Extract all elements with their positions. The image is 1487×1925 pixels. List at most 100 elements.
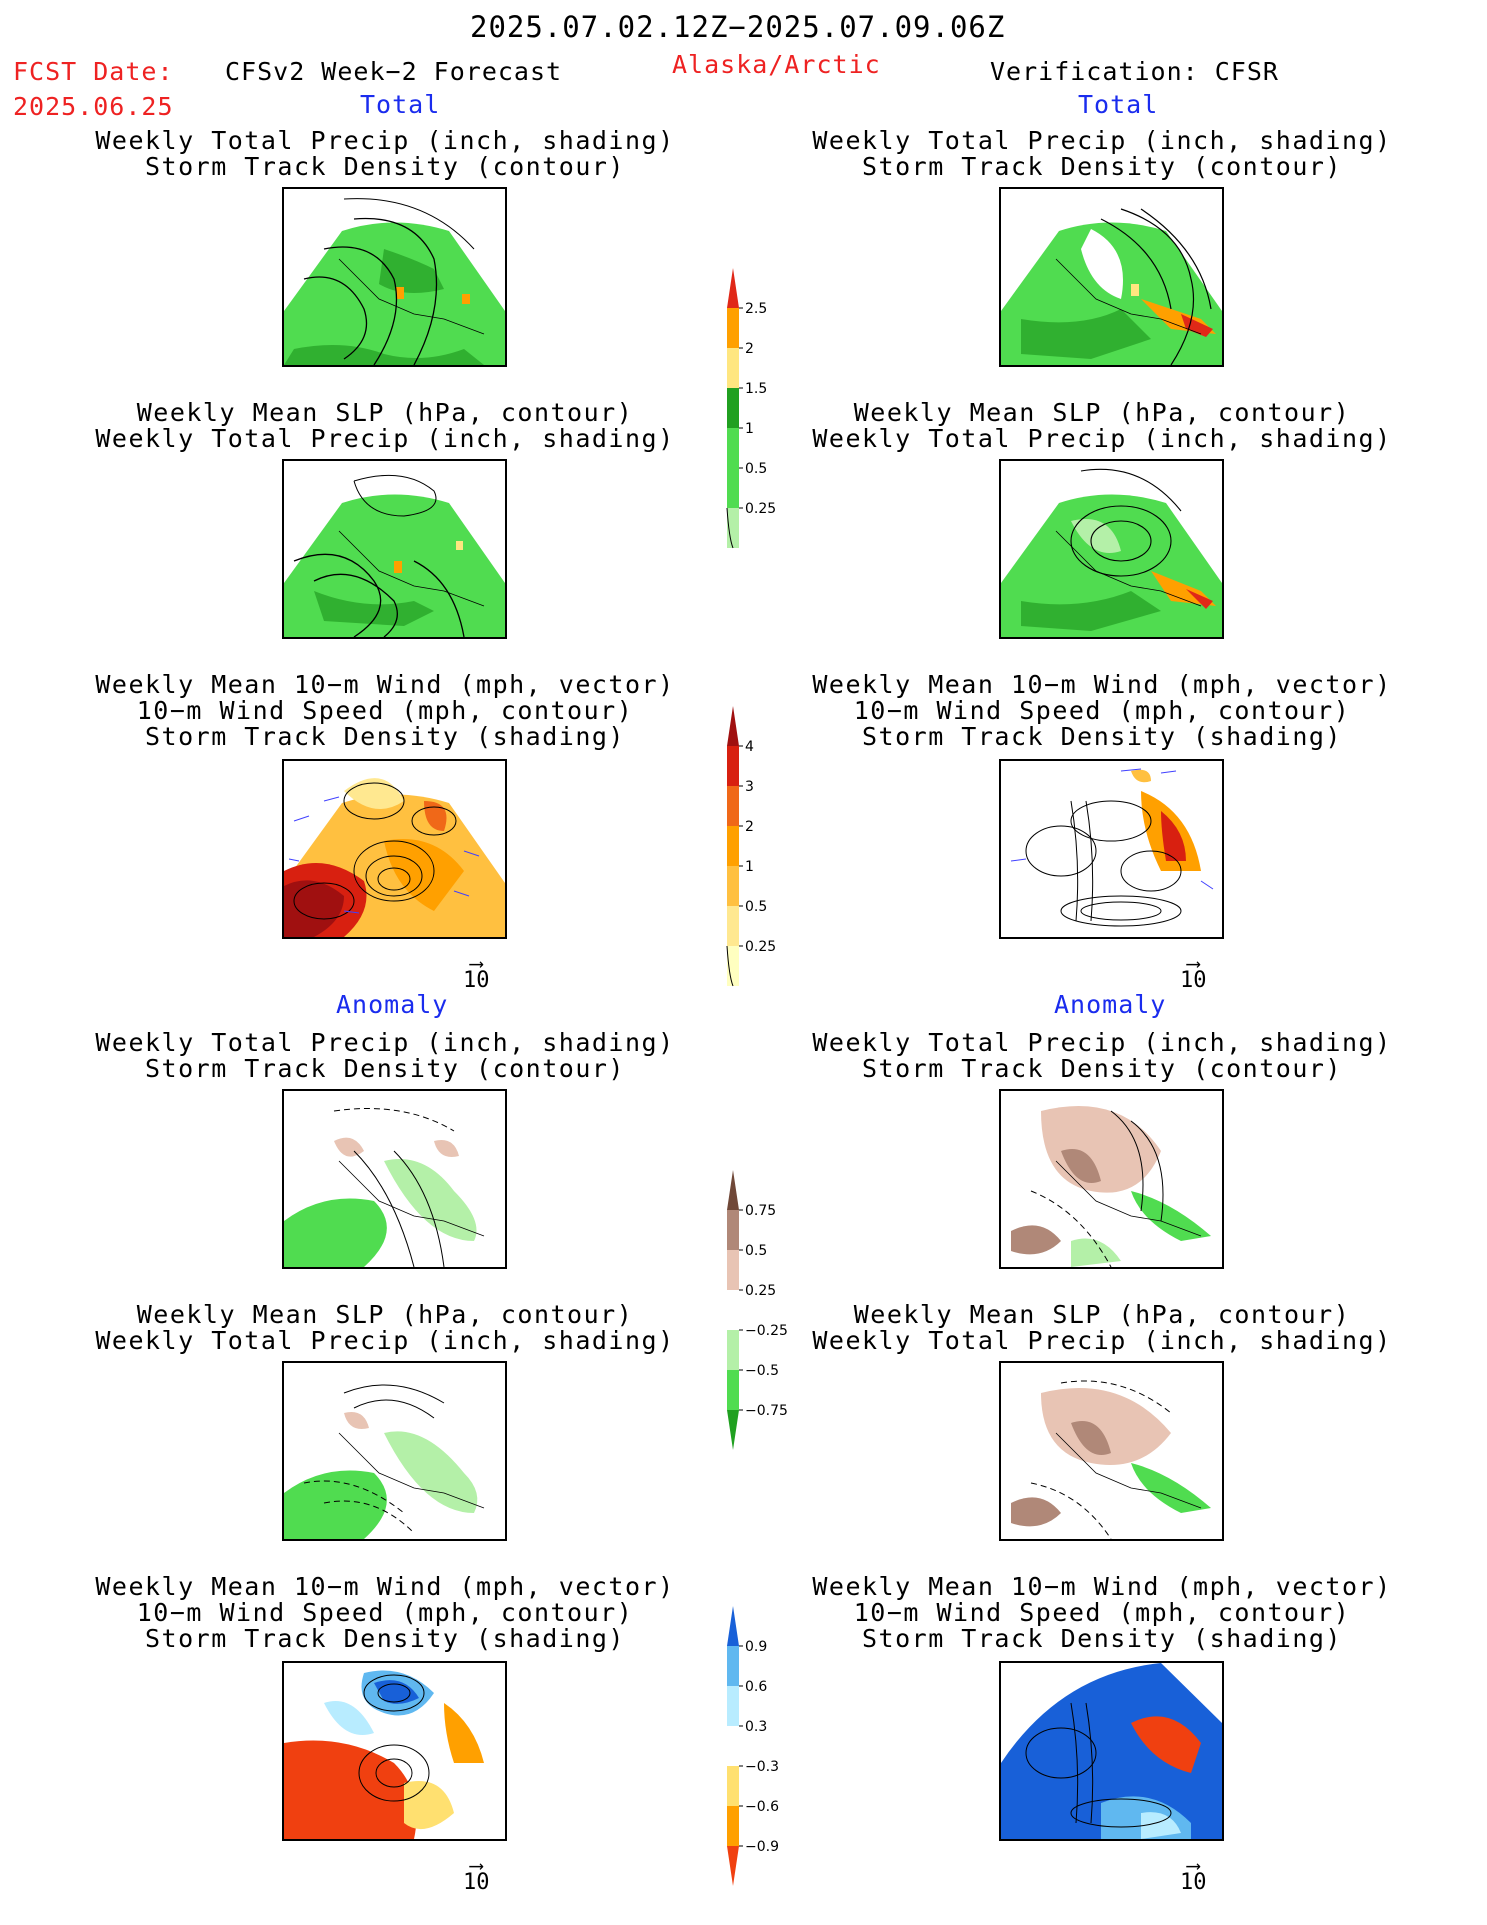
map-panel-verif-anom-slp-precip [999, 1361, 1224, 1541]
right-total-vector-reference: ⟶ 10 [1180, 951, 1207, 993]
colorbar-label: 0.5 [745, 899, 767, 915]
verification-label: Verification: CFSR [990, 57, 1279, 86]
colorbar-segment [727, 1766, 739, 1806]
colorbar-segment [727, 826, 739, 866]
colorbar-segment [727, 1170, 739, 1210]
colorbar-storm-total: 0.25 0.5 1 2 3 4 [722, 706, 792, 1000]
map-panel-fcst-wind-storm [282, 759, 507, 939]
vector-arrow-icon: ⟶ [470, 951, 483, 975]
colorbar-label: 0.3 [745, 1719, 767, 1735]
map-fcst-anom-precip-storm [284, 1108, 485, 1267]
date-range-title: 2025.07.02.12Z−2025.07.09.06Z [470, 10, 1006, 44]
colorbar-segment [727, 1606, 739, 1646]
colorbar-storm-anom: −0.9 −0.6 −0.3 0.3 0.6 0.9 [722, 1606, 792, 1900]
map-fcst-precip-storm [284, 198, 505, 365]
colorbar-segment [727, 746, 739, 786]
title-line: Weekly Total Precip (inch, shading) [95, 424, 675, 453]
title-line: Weekly Total Precip (inch, shading) [812, 126, 1392, 155]
colorbar-segment [727, 1726, 739, 1766]
colorbar-label: 1 [745, 859, 754, 875]
colorbar-segment [727, 1846, 739, 1886]
left-anom-vector-reference: ⟶ 10 [463, 1853, 490, 1894]
title-line: Weekly Mean SLP (hPa, contour) [136, 398, 634, 427]
map-panel-verif-precip-storm [999, 187, 1224, 367]
right-wind-storm-title: Weekly Mean 10−m Wind (mph, vector) 10−m… [752, 672, 1452, 750]
map-verif-precip-storm [1001, 208, 1222, 365]
map-fcst-wind-storm [284, 778, 505, 937]
colorbar-segment [727, 1370, 739, 1410]
colorbar-segment [727, 348, 739, 388]
colorbar-segment [727, 308, 739, 348]
colorbar-segment [727, 1250, 739, 1290]
map-verif-anom-wind-storm [1001, 1663, 1222, 1839]
colorbar-label: 0.25 [745, 939, 776, 955]
colorbar-segment [727, 706, 739, 746]
left-anomaly-label: Anomaly [336, 990, 449, 1019]
colorbar-segment [727, 1210, 739, 1250]
colorbar-segment [727, 1410, 739, 1450]
title-line: Storm Track Density (contour) [862, 152, 1342, 181]
map-verif-anom-precip-storm [1011, 1106, 1211, 1267]
colorbar-tail [726, 945, 734, 987]
colorbar-segment [727, 906, 739, 946]
vector-arrow-icon: ⟶ [1187, 951, 1200, 975]
colorbar-segment [727, 1686, 739, 1726]
title-line: Storm Track Density (shading) [145, 722, 625, 751]
right-anom-slp-precip-title: Weekly Mean SLP (hPa, contour) Weekly To… [752, 1302, 1452, 1354]
title-line: Storm Track Density (contour) [862, 1054, 1342, 1083]
right-anomaly-label: Anomaly [1054, 990, 1167, 1019]
map-fcst-anom-wind-storm [284, 1670, 484, 1839]
colorbar-storm-total-svg: 0.25 0.5 1 2 3 4 [726, 706, 776, 987]
map-fcst-slp-precip [284, 474, 505, 637]
title-line: Weekly Mean SLP (hPa, contour) [136, 1300, 634, 1329]
colorbar-segment [727, 1806, 739, 1846]
vector-reference-label: 10 [463, 968, 490, 993]
title-line: Weekly Mean 10−m Wind (mph, vector) [812, 1572, 1392, 1601]
fcst-date-label: FCST Date: [13, 57, 174, 86]
map-panel-fcst-anom-slp-precip [282, 1361, 507, 1541]
title-line: 10−m Wind Speed (mph, contour) [853, 1598, 1351, 1627]
colorbar-label: 0.25 [745, 1283, 776, 1299]
colorbar-label: 1.5 [745, 381, 767, 397]
vector-arrow-icon: ⟶ [1187, 1853, 1200, 1877]
vector-reference-label: 10 [1180, 1870, 1207, 1895]
map-panel-fcst-anom-wind-storm [282, 1661, 507, 1841]
left-slp-precip-title: Weekly Mean SLP (hPa, contour) Weekly To… [35, 400, 735, 452]
title-line: Storm Track Density (contour) [145, 1054, 625, 1083]
title-line: Weekly Total Precip (inch, shading) [95, 1326, 675, 1355]
colorbar-label: 2 [745, 819, 754, 835]
colorbar-label: −0.3 [745, 1759, 779, 1775]
colorbar-segment [727, 268, 739, 308]
vector-arrow-icon: ⟶ [470, 1853, 483, 1877]
colorbar-label: 2.5 [745, 301, 767, 317]
colorbar-segment [727, 1290, 739, 1330]
map-verif-anom-slp-precip [1011, 1380, 1211, 1539]
colorbar-label: 4 [745, 739, 754, 755]
title-line: Weekly Mean SLP (hPa, contour) [853, 1300, 1351, 1329]
colorbar-label: −0.25 [745, 1323, 788, 1339]
map-panel-fcst-anom-precip-storm [282, 1089, 507, 1269]
map-fcst-anom-slp-precip [284, 1384, 485, 1539]
colorbar-label: −0.5 [745, 1363, 779, 1379]
colorbar-label: 0.6 [745, 1679, 767, 1695]
vector-reference-label: 10 [1180, 968, 1207, 993]
colorbar-segment [727, 1646, 739, 1686]
title-line: Weekly Mean 10−m Wind (mph, vector) [812, 670, 1392, 699]
map-verif-slp-precip [1001, 468, 1222, 637]
right-slp-precip-title: Weekly Mean SLP (hPa, contour) Weekly To… [752, 400, 1452, 452]
colorbar-segment [727, 388, 739, 428]
right-total-label: Total [1078, 90, 1159, 119]
title-line: Weekly Total Precip (inch, shading) [812, 1326, 1392, 1355]
colorbar-label: 0.5 [745, 461, 767, 477]
colorbar-segment [727, 1330, 739, 1370]
map-verif-wind-storm [1010, 768, 1214, 927]
title-line: Storm Track Density (shading) [862, 722, 1342, 751]
colorbar-segment [727, 468, 739, 508]
title-line: Weekly Mean SLP (hPa, contour) [853, 398, 1351, 427]
colorbar-label: −0.6 [745, 1799, 779, 1815]
title-line: Weekly Total Precip (inch, shading) [812, 1028, 1392, 1057]
colorbar-precip-anom-svg: −0.75 −0.5 −0.25 0.25 0.5 0.75 [727, 1170, 788, 1450]
colorbar-label: 2 [745, 341, 754, 357]
colorbar-label: 1 [745, 421, 754, 437]
colorbar-segment [727, 786, 739, 826]
